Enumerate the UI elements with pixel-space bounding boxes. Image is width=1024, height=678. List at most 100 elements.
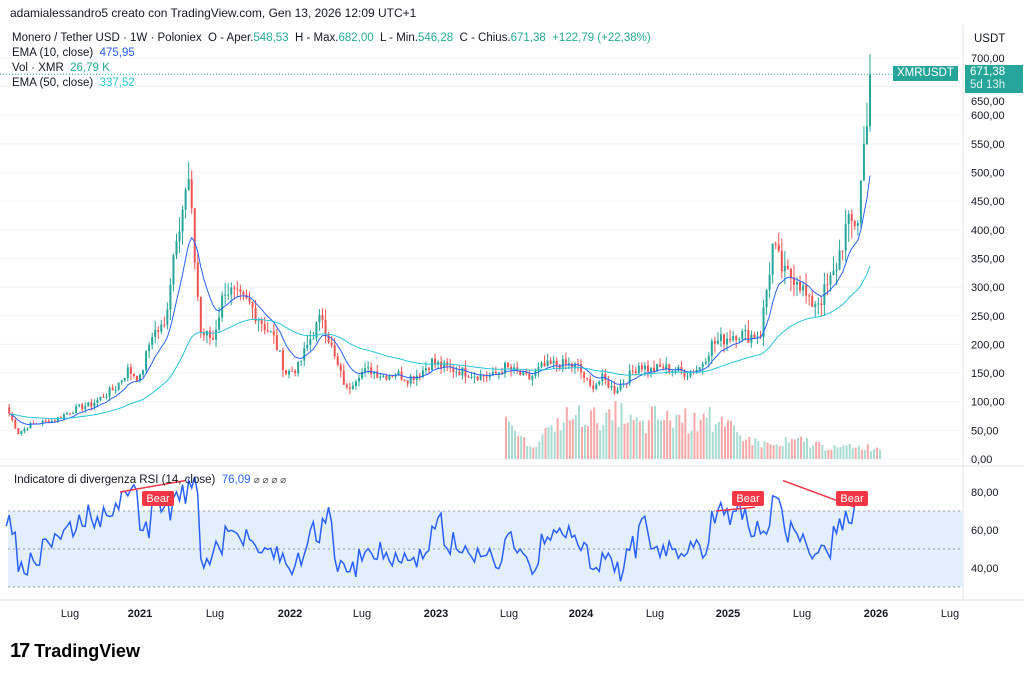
volume-bar [556, 417, 559, 459]
volume-bar [733, 425, 735, 459]
candle-body [482, 374, 485, 377]
volume-bar [684, 408, 687, 459]
candle-body [193, 208, 196, 263]
volume-bar [745, 439, 748, 459]
candle-body [799, 282, 802, 291]
candle-body [656, 364, 659, 372]
candle-body [628, 370, 631, 384]
time-label: Lug [941, 608, 959, 620]
candle-body [59, 417, 62, 419]
volume-bar [654, 406, 656, 459]
candle-body [862, 143, 865, 181]
candle-body [561, 359, 564, 370]
volume-bar [879, 449, 881, 459]
ema10-legend[interactable]: EMA (10, close) 475,95 [12, 47, 135, 60]
candle-body [172, 255, 175, 285]
divergence-line [715, 506, 756, 512]
candle-body [479, 374, 482, 380]
volume-bar [736, 432, 739, 459]
volume-bar [809, 447, 812, 459]
candle-body [832, 271, 835, 276]
volume-bar [559, 430, 562, 459]
candle-body [850, 214, 853, 221]
volume-bar [848, 443, 851, 459]
volume-bar [587, 426, 589, 459]
last-price: 671,38 [970, 66, 1006, 78]
candle-body [96, 399, 99, 403]
candle-body [41, 420, 44, 424]
volume-bar [793, 439, 796, 459]
rsi-legend[interactable]: Indicatore di divergenza RSI (14, close)… [14, 474, 286, 487]
ema50-legend[interactable]: EMA (50, close) 337,52 [12, 77, 135, 90]
volume-bar [672, 427, 675, 459]
time-label: 2022 [278, 608, 302, 620]
bear-label: Bear [840, 493, 864, 505]
candle-body [251, 301, 254, 308]
candle-body [540, 362, 543, 368]
candle-body [17, 428, 20, 435]
volume-bar [763, 441, 766, 459]
candle-body [756, 335, 759, 338]
candle-body [637, 365, 640, 374]
volume-bar [535, 446, 538, 459]
candle-body [327, 334, 330, 343]
candle-body [178, 231, 181, 242]
candle-body [196, 262, 199, 297]
volume-bar [669, 420, 672, 459]
candle-body [543, 362, 546, 367]
candle-body [510, 366, 513, 371]
candle-body [199, 296, 202, 334]
candle-body [437, 361, 440, 364]
volume-bar [821, 444, 824, 459]
candle-body [132, 373, 135, 377]
volume-bar [562, 422, 565, 459]
volume-bar [660, 420, 662, 459]
tv-logo-icon: 17 [10, 640, 30, 662]
vol-label: Vol · XMR [12, 62, 64, 74]
candle-body [230, 287, 233, 295]
volume-bar [730, 420, 732, 459]
volume-bar [772, 445, 775, 459]
candle-body [525, 371, 528, 374]
candle-body [120, 380, 123, 383]
candle-body [315, 322, 318, 339]
candle-body [631, 370, 634, 372]
candle-body [391, 375, 394, 377]
time-label: 2024 [569, 608, 594, 620]
candle-body [8, 407, 11, 414]
volume-bar [784, 437, 787, 459]
candle-body [729, 338, 732, 340]
candle-body [336, 356, 339, 365]
candle-body [291, 370, 294, 372]
volume-bar [605, 412, 608, 459]
candle-body [674, 371, 677, 373]
eye-off-icons[interactable]: ⌀ ⌀ ⌀ ⌀ [253, 475, 287, 486]
candle-body [504, 362, 506, 374]
candle-body [440, 361, 443, 368]
high-label: H - Max. [294, 32, 339, 44]
price-tick: 450,00 [971, 196, 1005, 208]
candle-body [689, 371, 692, 377]
volume-bar [727, 420, 729, 459]
candle-body [443, 362, 446, 368]
volume-bar [760, 447, 763, 459]
candle-body [11, 413, 14, 421]
volume-bar [647, 420, 650, 459]
candle-body [151, 336, 154, 345]
volume-bar [803, 441, 805, 459]
volume-bar [827, 449, 830, 459]
candle-body [494, 371, 497, 374]
low-label: L - Min. [380, 32, 418, 44]
price-tick: 50,00 [971, 425, 999, 437]
candle-body [169, 284, 172, 310]
candle-body [227, 294, 230, 296]
tradingview-logo[interactable]: 17 TradingView [10, 640, 140, 663]
rsi-title: Indicatore di divergenza RSI (14, close) [14, 474, 216, 486]
volume-bar [532, 447, 535, 459]
vol-legend[interactable]: Vol · XMR 26,79 K [12, 62, 110, 75]
candle-body [285, 370, 287, 375]
price-tick: 650,00 [971, 96, 1005, 108]
candle-body [111, 387, 114, 390]
volume-bar [511, 425, 513, 459]
